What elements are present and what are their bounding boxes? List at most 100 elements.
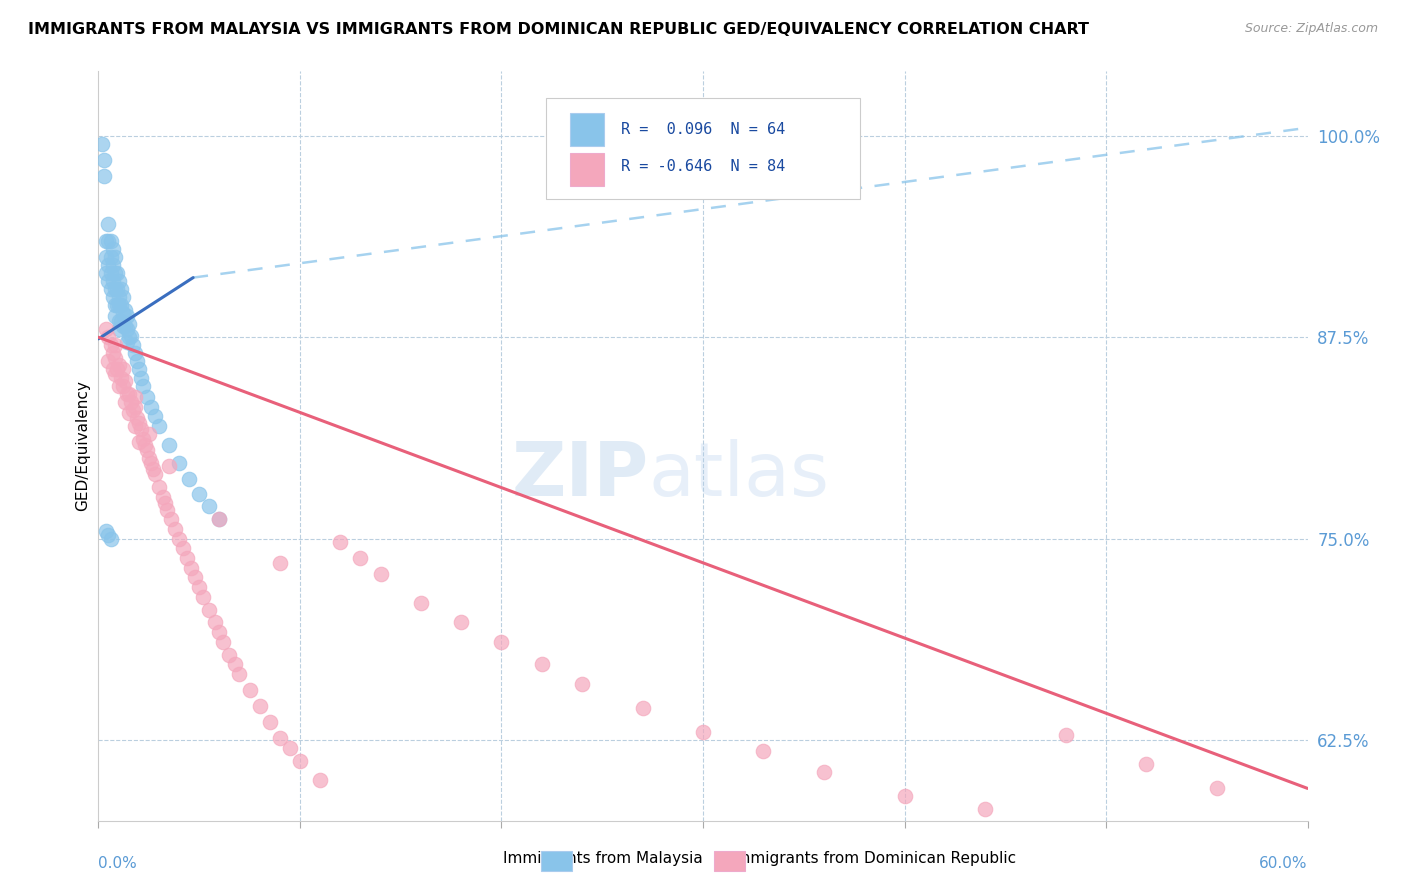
Point <box>110 314 132 328</box>
Point <box>114 302 136 317</box>
Point <box>100 266 122 280</box>
Point <box>224 657 246 672</box>
Point <box>160 512 183 526</box>
Point <box>96 234 118 248</box>
Point <box>110 298 132 312</box>
Point <box>105 266 128 280</box>
Point <box>103 266 125 280</box>
Point <box>329 534 352 549</box>
Text: 0.0%: 0.0% <box>98 856 138 871</box>
Point <box>249 699 271 714</box>
Point <box>212 634 235 648</box>
Point <box>97 258 120 272</box>
Point <box>193 590 215 604</box>
Point <box>157 459 180 474</box>
Point <box>129 422 152 436</box>
Point <box>107 298 129 312</box>
Point <box>1135 757 1157 772</box>
Point <box>103 310 125 324</box>
Point <box>124 418 146 433</box>
Point <box>692 725 714 739</box>
Point <box>138 451 160 466</box>
Point <box>105 298 128 312</box>
Point <box>135 390 157 404</box>
Point <box>121 338 143 352</box>
Text: Source: ZipAtlas.com: Source: ZipAtlas.com <box>1244 22 1378 36</box>
Point <box>120 394 142 409</box>
Point <box>180 560 202 574</box>
Point <box>228 667 250 681</box>
Point <box>100 250 122 264</box>
Point <box>93 169 115 183</box>
Point <box>138 426 160 441</box>
Point <box>125 354 148 368</box>
Point <box>530 657 553 672</box>
Point <box>129 370 152 384</box>
Y-axis label: GED/Equivalency: GED/Equivalency <box>75 381 90 511</box>
Point <box>114 374 136 388</box>
Point <box>188 580 211 594</box>
Point <box>167 456 190 470</box>
Point <box>111 362 134 376</box>
Point <box>100 234 122 248</box>
Point <box>115 334 138 349</box>
Point <box>107 314 129 328</box>
Point <box>96 250 118 264</box>
Point <box>491 634 513 648</box>
Point <box>128 416 150 430</box>
Point <box>143 467 166 482</box>
Point <box>101 346 124 360</box>
Point <box>97 330 120 344</box>
Point <box>105 362 128 376</box>
Bar <box>569 113 603 146</box>
Point <box>176 551 198 566</box>
Point <box>111 318 134 333</box>
Point <box>107 290 129 304</box>
Point <box>111 378 134 392</box>
Point <box>259 715 281 730</box>
Point <box>107 274 129 288</box>
Point <box>139 456 162 470</box>
Point <box>114 318 136 333</box>
Point <box>125 410 148 425</box>
Point <box>120 328 142 343</box>
Point <box>208 512 231 526</box>
Point <box>135 443 157 458</box>
Point <box>208 512 231 526</box>
Point <box>409 596 432 610</box>
Point <box>450 615 472 630</box>
Point <box>97 528 120 542</box>
Point <box>198 602 221 616</box>
Text: R =  0.096  N = 64: R = 0.096 N = 64 <box>621 121 785 136</box>
Point <box>101 258 124 272</box>
Point <box>309 773 332 788</box>
Point <box>115 310 138 324</box>
Point <box>128 362 150 376</box>
Text: R = -0.646  N = 84: R = -0.646 N = 84 <box>621 159 785 174</box>
Point <box>132 378 155 392</box>
Point <box>124 400 146 414</box>
Point <box>107 378 129 392</box>
Point <box>101 242 124 256</box>
Text: Immigrants from Malaysia: Immigrants from Malaysia <box>503 851 703 865</box>
Point <box>110 282 132 296</box>
Point <box>172 541 194 556</box>
Point <box>105 282 128 296</box>
Point <box>101 274 124 288</box>
Point <box>134 438 156 452</box>
Point <box>132 432 155 446</box>
Text: IMMIGRANTS FROM MALAYSIA VS IMMIGRANTS FROM DOMINICAN REPUBLIC GED/EQUIVALENCY C: IMMIGRANTS FROM MALAYSIA VS IMMIGRANTS F… <box>28 22 1090 37</box>
Point <box>163 522 186 536</box>
Point <box>239 683 262 698</box>
Point <box>152 490 174 504</box>
Point <box>103 351 125 366</box>
Point <box>148 418 170 433</box>
Point <box>269 556 291 570</box>
Point <box>115 322 138 336</box>
Point <box>571 676 593 690</box>
Point <box>157 438 180 452</box>
Point <box>143 409 166 424</box>
Point <box>114 394 136 409</box>
Point <box>139 400 162 414</box>
Point <box>631 701 654 715</box>
